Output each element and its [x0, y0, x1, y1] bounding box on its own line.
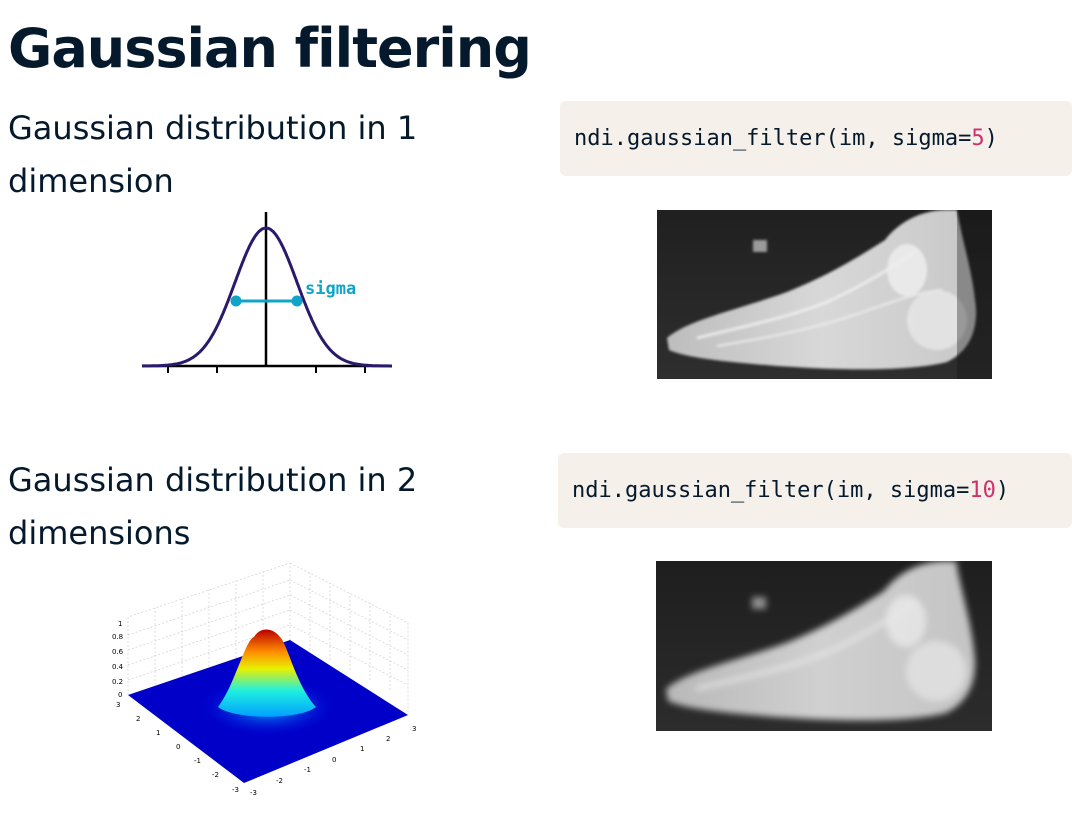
z-tick: 0.4	[112, 663, 124, 671]
sigma-point-right	[291, 295, 303, 307]
x-axis-ticks: -3 -2 -1 0 1 2 3	[250, 725, 416, 797]
plot-grid	[127, 562, 409, 715]
axis-ticks	[167, 366, 366, 373]
x-tick: 3	[412, 725, 416, 733]
code-number: 10	[969, 478, 996, 503]
code-block-sigma10: ndi.gaussian_filter(im, sigma= 10)	[558, 453, 1072, 528]
z-tick: 0	[118, 691, 122, 699]
x-tick: -1	[304, 766, 311, 774]
y-tick: 1	[156, 729, 160, 737]
z-tick: 1	[118, 620, 122, 628]
sigma-label: sigma	[305, 279, 356, 299]
code-text-end: )	[984, 126, 998, 151]
y-axis-ticks: 3 2 1 0 -1 -2 -3	[116, 701, 239, 794]
xray-sigma10-image	[656, 561, 992, 731]
code-text: ndi.gaussian_filter(im, sigma=	[572, 478, 970, 503]
x-tick: 2	[386, 735, 390, 743]
x-tick: 1	[360, 745, 364, 753]
page-title: Gaussian filtering	[8, 17, 532, 80]
gaussian-2d-surface-plot: 1 0.8 0.6 0.4 0.2 0 3 2 1 0 -1 -2 -3 -3 …	[112, 562, 416, 797]
z-tick: 0.2	[112, 678, 123, 686]
code-number: 5	[971, 126, 985, 151]
x-tick: 0	[332, 756, 336, 764]
code-text: ndi.gaussian_filter(im, sigma=	[574, 126, 972, 151]
sigma-point-left	[230, 295, 242, 307]
surface-peak	[218, 629, 316, 717]
z-tick: 0.6	[112, 648, 124, 656]
z-axis-ticks: 1 0.8 0.6 0.4 0.2 0	[112, 620, 124, 699]
x-tick: -3	[250, 789, 257, 797]
label-1d: Gaussian distribution in 1 dimension	[8, 109, 418, 200]
y-tick: -1	[194, 757, 201, 765]
y-tick: 0	[176, 743, 180, 751]
y-tick: 3	[116, 701, 120, 709]
y-tick: -3	[232, 786, 239, 794]
gaussian-curve	[141, 226, 392, 368]
y-tick: 2	[136, 715, 140, 723]
label-2d: Gaussian distribution in 2 dimensions	[8, 461, 418, 552]
z-tick: 0.8	[112, 633, 123, 641]
code-text-end: )	[995, 478, 1010, 503]
xray-sigma5-image	[657, 210, 992, 379]
code-block-sigma5: ndi.gaussian_filter(im, sigma= 5)	[560, 101, 1072, 176]
gaussian-1d-diagram: sigma	[141, 212, 392, 373]
x-tick: -2	[276, 777, 283, 785]
y-tick: -2	[212, 771, 219, 779]
